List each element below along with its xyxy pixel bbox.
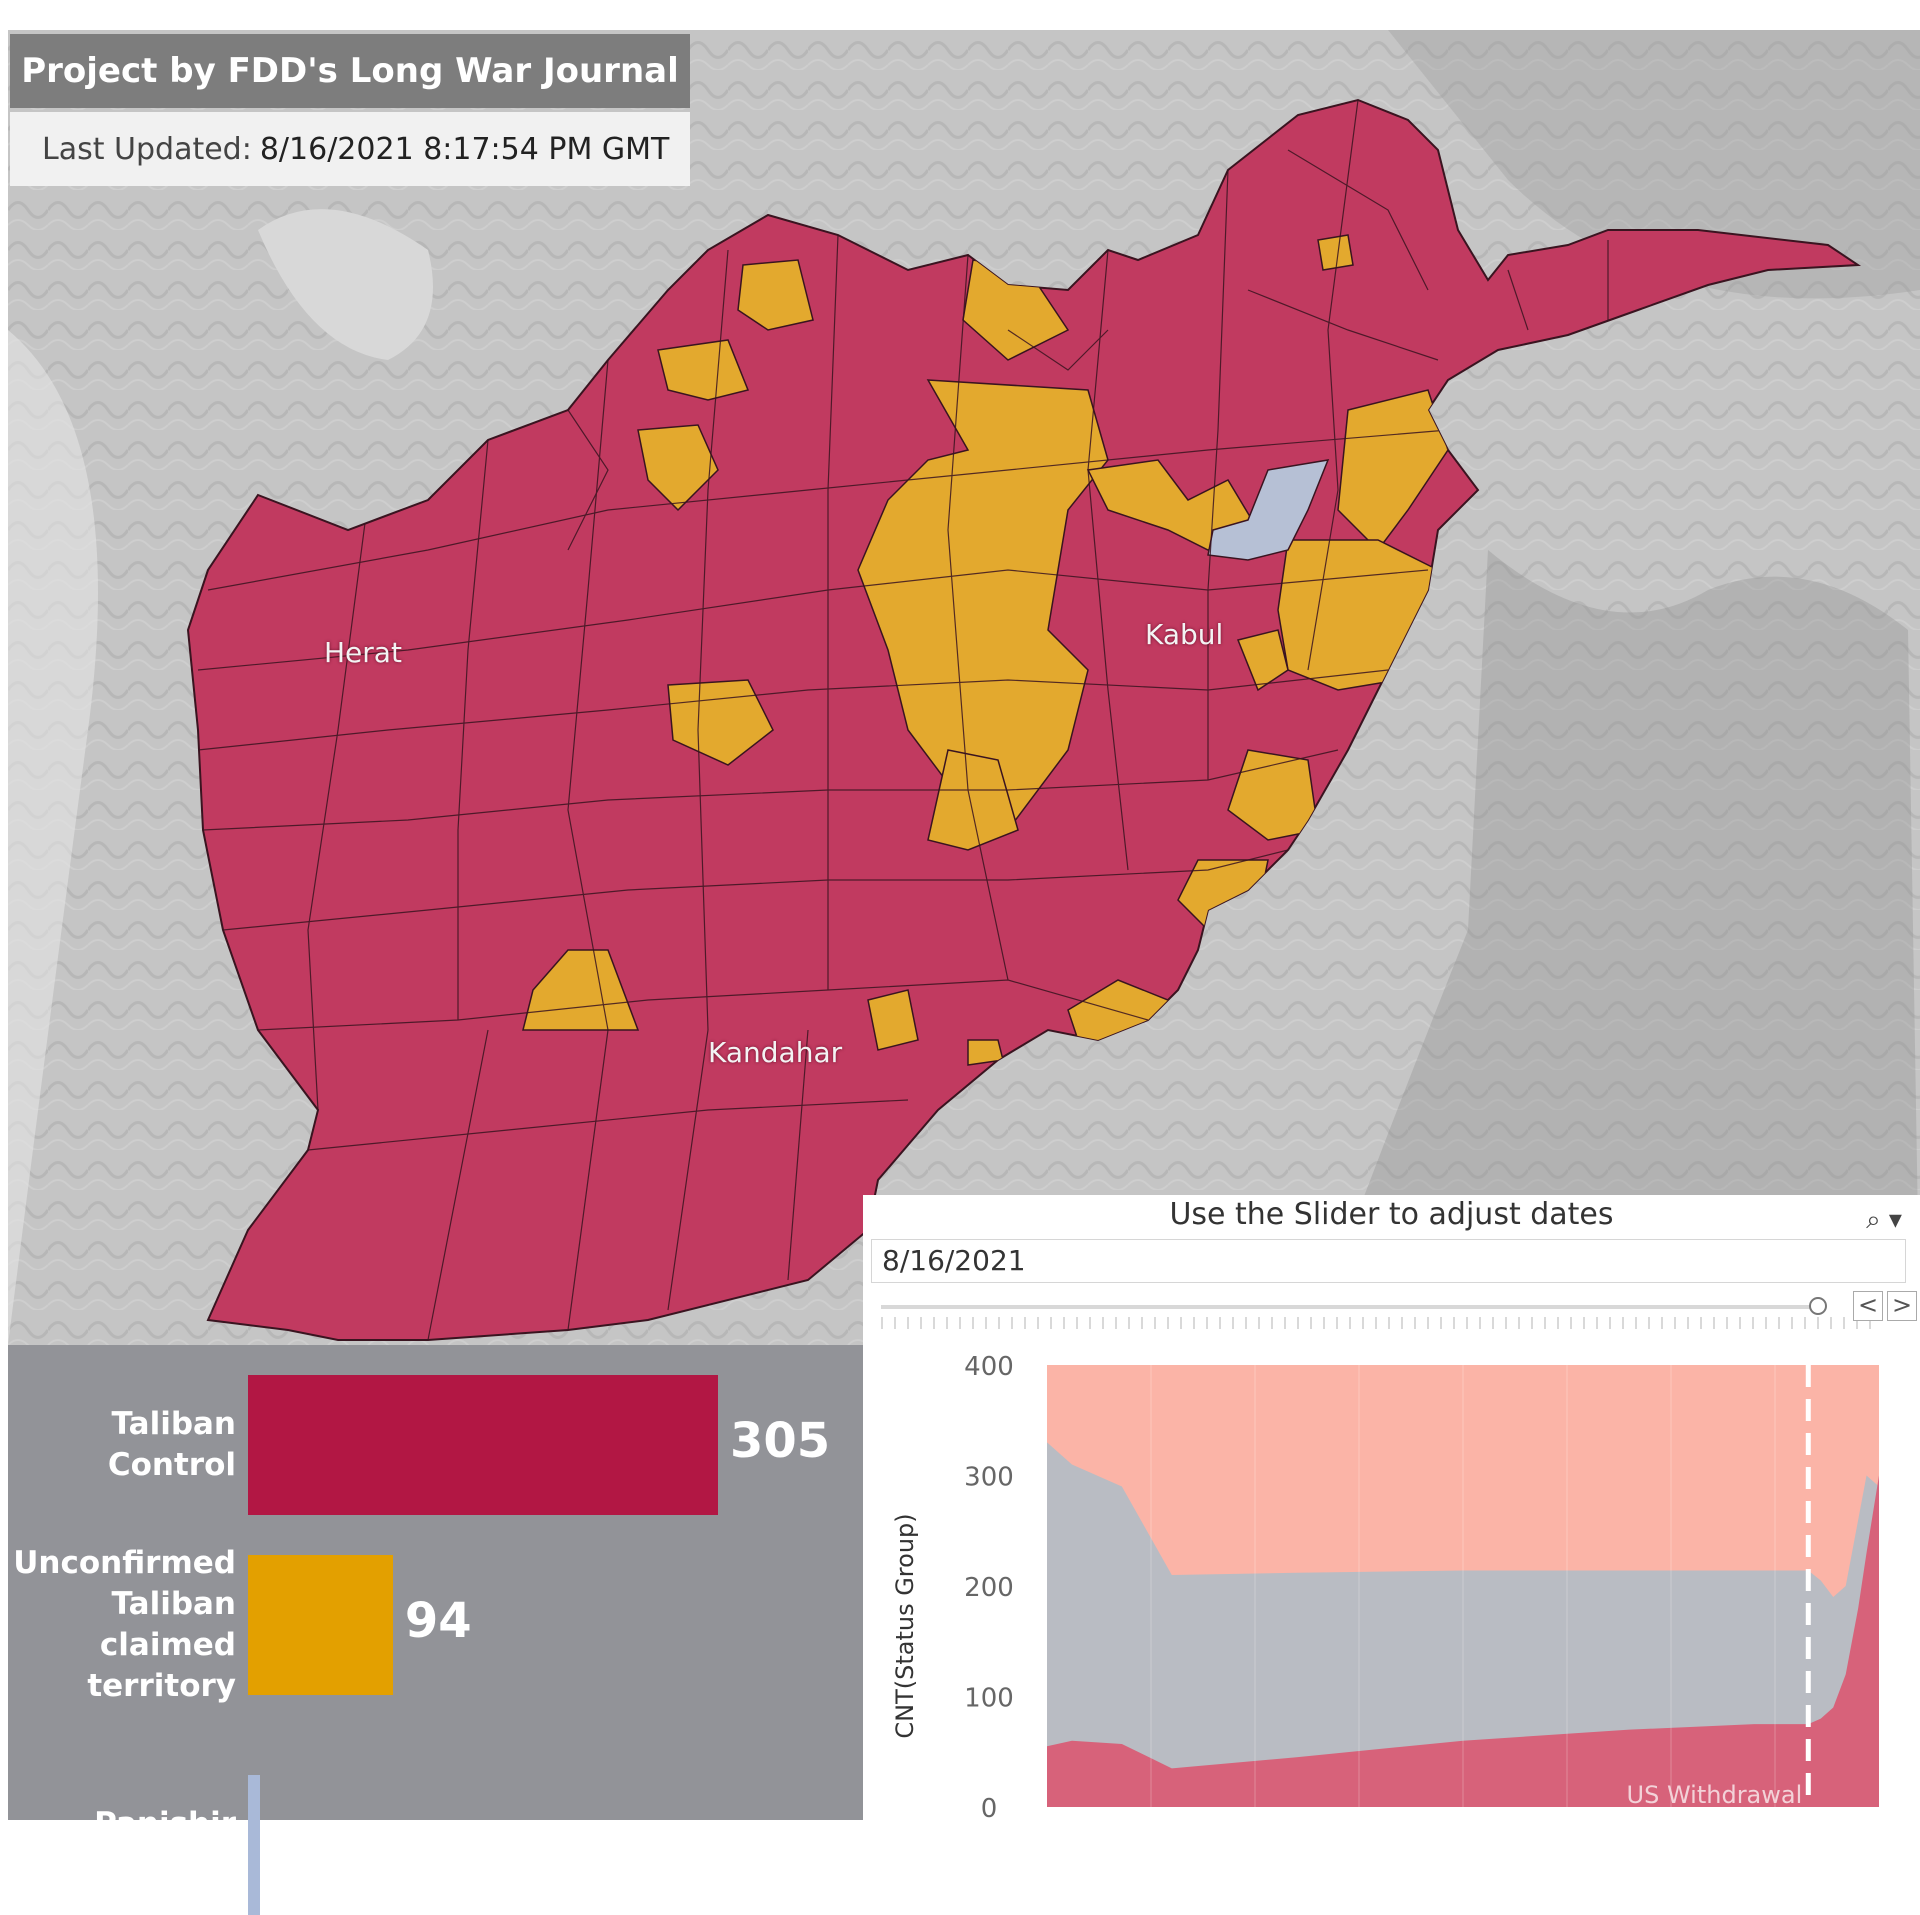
y-tick-label: 300 [964, 1463, 1014, 1493]
unconfirmed-territory-value: 94 [404, 1593, 472, 1649]
taliban-control-label-line: Taliban [111, 1406, 237, 1442]
status-area-chart: 400 300 200 100 0 CNT(Status Group) US Withdra… [891, 1352, 1879, 1820]
series-area-contested [1047, 1442, 1879, 1807]
us-withdrawal-label: US Withdrawal [1627, 1781, 1803, 1809]
unconfirmed-territory-label: Unconfirmed Taliban claimed territory [8, 1543, 236, 1707]
afghanistan-map[interactable]: Herat Kabul Kandahar [8, 30, 1920, 1345]
date-slider-thumb[interactable] [1809, 1297, 1827, 1315]
slider-title: Use the Slider to adjust dates [1169, 1197, 1614, 1232]
date-display[interactable]: 8/16/2021 [871, 1239, 1906, 1283]
panjshir-resistance-label-line: Resistance [46, 1847, 236, 1883]
unconfirmed-territory-bar[interactable] [248, 1555, 393, 1695]
unconfirmed-territory-label-line: claimed [99, 1627, 236, 1663]
taliban-control-value: 305 [730, 1413, 831, 1469]
panjshir-resistance-value: 8 [272, 1813, 306, 1869]
map-canvas [8, 30, 1920, 1345]
taliban-control-bar[interactable] [248, 1375, 718, 1515]
taliban-control-label: Taliban Control [8, 1404, 236, 1486]
district-borders [197, 100, 1609, 1340]
y-tick-label: 200 [964, 1573, 1014, 1603]
city-label-kabul: Kabul [1145, 618, 1224, 651]
unconfirmed-territory-label-line: territory [87, 1668, 236, 1704]
city-label-kandahar: Kandahar [708, 1036, 843, 1069]
panjshir-region [1207, 459, 1330, 561]
y-tick-label: 400 [964, 1352, 1014, 1382]
panjshir-resistance-label-line: Panjshir [94, 1806, 236, 1842]
panjshir-resistance-label: Panjshir Resistance [8, 1804, 236, 1886]
prev-date-button[interactable]: < [1853, 1291, 1883, 1321]
taliban-control-label-line: Control [107, 1447, 236, 1483]
last-updated-label: Last Updated: [42, 131, 252, 167]
last-updated: Last Updated: 8/16/2021 8:17:54 PM GMT [10, 112, 690, 186]
unconfirmed-territory-label-line: Unconfirmed [13, 1545, 236, 1581]
y-axis-label: CNT(Status Group) [891, 1513, 919, 1738]
search-dropdown-icon[interactable]: ⌕ ▾ [1866, 1205, 1902, 1235]
last-updated-value: 8/16/2021 8:17:54 PM GMT [259, 131, 670, 167]
unconfirmed-territory-label-line: Taliban [111, 1586, 237, 1622]
date-slider-ticks [881, 1317, 1881, 1329]
status-count-panel: Taliban Control 305 Unconfirmed Taliban claim… [8, 1345, 863, 1915]
date-slider-track[interactable] [881, 1305, 1811, 1309]
timeline-panel: Use the Slider to adjust dates ⌕ ▾ 8/16/… [863, 1195, 1920, 1820]
y-tick-label: 0 [981, 1794, 998, 1820]
panjshir-resistance-bar[interactable] [248, 1775, 261, 1915]
y-tick-label: 100 [964, 1684, 1014, 1714]
page-title: Project by FDD's Long War Journal [10, 34, 690, 108]
next-date-button[interactable]: > [1887, 1291, 1917, 1321]
city-label-herat: Herat [324, 636, 402, 669]
dashboard: Herat Kabul Kandahar Project by FDD's Lo… [8, 30, 1920, 1915]
